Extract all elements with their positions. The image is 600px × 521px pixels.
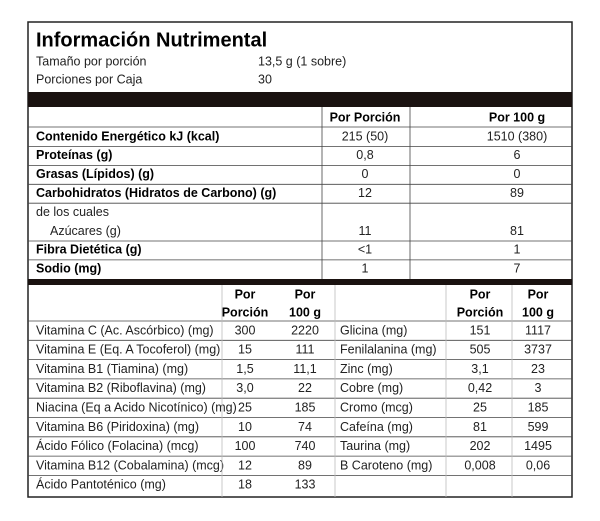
vitamin-value: 1495 bbox=[524, 439, 552, 453]
thick-bar bbox=[28, 279, 572, 285]
vitamin-value: 151 bbox=[470, 323, 491, 337]
nutrient-value: 1 bbox=[362, 262, 369, 276]
vitamin-value: 111 bbox=[295, 343, 314, 357]
nutrient-label: Carbohidratos (Hidratos de Carbono) (g) bbox=[36, 186, 276, 200]
vitamin-value: 185 bbox=[528, 400, 549, 414]
column-header: Por bbox=[295, 287, 316, 301]
vitamin-label: Fenilalanina (mg) bbox=[340, 343, 437, 357]
nutrient-label: Sodio (mg) bbox=[36, 262, 101, 276]
vitamin-value: 23 bbox=[531, 362, 545, 376]
vitamin-value: 599 bbox=[528, 420, 549, 434]
nutrient-value: 215 (50) bbox=[342, 129, 389, 143]
vitamin-label: Vitamina B1 (Tiamina) (mg) bbox=[36, 362, 188, 376]
vitamin-value: 18 bbox=[238, 478, 252, 492]
vitamin-value: 1117 bbox=[525, 323, 551, 337]
nutrient-value: 81 bbox=[510, 224, 524, 238]
nutrient-value: <1 bbox=[358, 243, 372, 257]
serving-value: 13,5 g (1 sobre) bbox=[258, 54, 346, 68]
nutrient-label: Proteínas (g) bbox=[36, 148, 112, 162]
vitamin-value: 740 bbox=[295, 439, 316, 453]
column-header: Porción bbox=[457, 305, 504, 319]
nutrient-value: 6 bbox=[514, 148, 521, 162]
column-header: Por Porción bbox=[330, 110, 401, 124]
column-header: Por bbox=[470, 287, 491, 301]
vitamin-label: Taurina (mg) bbox=[340, 439, 410, 453]
vitamin-label: Ácido Fólico (Folacina) (mcg) bbox=[36, 438, 199, 453]
nutrient-value: 1510 (380) bbox=[487, 129, 547, 143]
vitamin-label: Cafeína (mg) bbox=[340, 420, 413, 434]
vitamin-value: 300 bbox=[235, 323, 256, 337]
vitamin-value: 3,0 bbox=[236, 381, 253, 395]
vitamin-value: 100 bbox=[235, 439, 256, 453]
vitamin-value: 81 bbox=[473, 420, 487, 434]
vitamin-label: Zinc (mg) bbox=[340, 362, 393, 376]
nutrient-value: 0 bbox=[362, 167, 369, 181]
nutrient-label: Grasas (Lípidos) (g) bbox=[36, 167, 154, 181]
serving-value: 30 bbox=[258, 72, 272, 86]
vitamin-value: 3 bbox=[535, 381, 542, 395]
vitamin-value: 25 bbox=[238, 400, 252, 414]
vitamin-label: Ácido Pantoténico (mg) bbox=[36, 477, 166, 492]
column-header: Por bbox=[528, 287, 549, 301]
vitamin-label: Vitamina B2 (Riboflavina) (mg) bbox=[36, 381, 206, 395]
vitamin-value: 133 bbox=[295, 478, 316, 492]
vitamin-value: 0,06 bbox=[526, 458, 550, 472]
vitamin-label: Cobre (mg) bbox=[340, 381, 403, 395]
vitamin-value: 2220 bbox=[291, 323, 319, 337]
vitamin-value: 15 bbox=[238, 343, 252, 357]
vitamin-label: B Caroteno (mg) bbox=[340, 458, 432, 472]
column-header: 100 g bbox=[522, 305, 554, 319]
vitamin-label: Vitamina C (Ac. Ascórbico) (mg) bbox=[36, 323, 214, 337]
vitamin-value: 3,1 bbox=[471, 362, 488, 376]
vitamin-value: 202 bbox=[470, 439, 491, 453]
vitamin-value: 12 bbox=[238, 458, 252, 472]
column-header: Por bbox=[235, 287, 256, 301]
vitamin-value: 3737 bbox=[524, 343, 552, 357]
serving-label: Porciones por Caja bbox=[36, 72, 142, 86]
vitamin-label: Vitamina E (Eq. A Tocoferol) (mg) bbox=[36, 343, 220, 357]
vitamin-value: 74 bbox=[298, 420, 312, 434]
vitamin-label: Cromo (mcg) bbox=[340, 400, 413, 414]
vitamin-label: Glicina (mg) bbox=[340, 323, 407, 337]
vitamin-value: 25 bbox=[473, 400, 487, 414]
vitamin-label: Vitamina B12 (Cobalamina) (mcg) bbox=[36, 458, 224, 472]
column-header: Por 100 g bbox=[489, 110, 545, 124]
vitamin-label: Vitamina B6 (Piridoxina) (mg) bbox=[36, 420, 199, 434]
nutrient-value: 7 bbox=[514, 262, 521, 276]
vitamin-value: 89 bbox=[298, 458, 312, 472]
nutrient-value: 12 bbox=[358, 186, 372, 200]
column-header: 100 g bbox=[289, 305, 321, 319]
nutrient-value: 0 bbox=[514, 167, 521, 181]
nutrient-label: Contenido Energético kJ (kcal) bbox=[36, 129, 219, 143]
nutrient-label: Fibra Dietética (g) bbox=[36, 243, 142, 257]
vitamin-value: 11,1 bbox=[293, 362, 316, 376]
nutrient-value: 11 bbox=[359, 224, 372, 238]
nutrient-label: de los cuales bbox=[36, 205, 109, 219]
title: Información Nutrimental bbox=[36, 29, 267, 51]
thick-bar bbox=[28, 92, 572, 107]
nutrient-value: 0,8 bbox=[356, 148, 373, 162]
vitamin-label: Niacina (Eq a Acido Nicotínico) (mg) bbox=[36, 400, 237, 414]
nutrient-value: 1 bbox=[514, 243, 521, 257]
serving-label: Tamaño por porción bbox=[36, 54, 147, 68]
column-header: Porción bbox=[222, 305, 269, 319]
nutrient-value: 89 bbox=[510, 186, 524, 200]
vitamin-value: 22 bbox=[298, 381, 312, 395]
vitamin-value: 0,42 bbox=[468, 381, 492, 395]
vitamin-value: 505 bbox=[470, 343, 491, 357]
nutrient-label: Azúcares (g) bbox=[50, 224, 121, 238]
vitamin-value: 1,5 bbox=[236, 362, 253, 376]
vitamin-value: 10 bbox=[238, 420, 252, 434]
vitamin-value: 0,008 bbox=[464, 458, 495, 472]
vitamin-value: 185 bbox=[295, 400, 316, 414]
